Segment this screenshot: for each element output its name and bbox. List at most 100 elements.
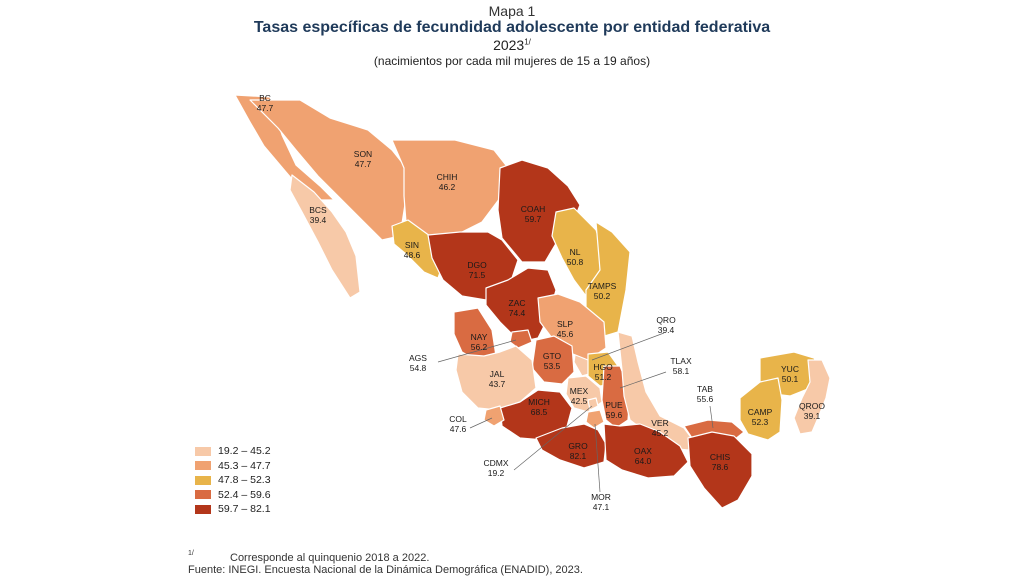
state-value-label: 58.1 <box>673 366 690 376</box>
state-value-label: 82.1 <box>570 451 587 461</box>
legend-swatch <box>195 461 211 471</box>
legend-label: 45.3 – 47.7 <box>218 459 271 472</box>
legend-label: 59.7 – 82.1 <box>218 503 271 516</box>
state-value-label: 64.0 <box>635 456 652 466</box>
state-value-label: 51.2 <box>595 372 612 382</box>
leader-line <box>469 417 493 429</box>
state-value-label: 54.8 <box>410 363 427 373</box>
state-abbr-label: TLAX <box>670 356 692 366</box>
state-mich <box>499 389 573 441</box>
state-value-label: 56.2 <box>471 342 488 352</box>
leader-line <box>437 339 517 363</box>
leader-line <box>591 332 665 361</box>
state-value-label: 39.4 <box>658 325 675 335</box>
state-abbr-label: QROO <box>799 401 825 411</box>
state-abbr-label: JAL <box>490 369 505 379</box>
state-value-label: 19.2 <box>488 468 505 478</box>
state-abbr-label: DGO <box>467 260 487 270</box>
footnote-text: Corresponde al quinquenio 2018 a 2022. <box>230 552 430 564</box>
state-oax <box>603 423 689 479</box>
state-value-label: 39.1 <box>804 411 821 421</box>
state-value-label: 53.5 <box>544 361 561 371</box>
state-value-label: 50.1 <box>782 374 799 384</box>
state-value-label: 47.1 <box>593 502 610 512</box>
state-abbr-label: BC <box>259 93 271 103</box>
legend-item: 47.8 – 52.3 <box>195 473 271 488</box>
legend-item: 19.2 – 45.2 <box>195 444 271 459</box>
legend-item: 52.4 – 59.6 <box>195 488 271 503</box>
state-abbr-label: NAY <box>471 332 488 342</box>
leader-line <box>709 405 714 429</box>
state-abbr-label: COAH <box>521 204 546 214</box>
leader-line <box>513 405 593 471</box>
state-abbr-label: CHIH <box>437 172 458 182</box>
state-value-label: 39.4 <box>310 215 327 225</box>
state-value-label: 47.6 <box>450 424 467 434</box>
legend-label: 47.8 – 52.3 <box>218 474 271 487</box>
state-abbr-label: TAB <box>697 384 713 394</box>
state-value-label: 42.5 <box>571 396 588 406</box>
state-gro <box>535 423 607 469</box>
state-jal <box>455 345 537 411</box>
legend-swatch <box>195 475 211 485</box>
state-abbr-label: YUC <box>781 364 799 374</box>
map-legend: 19.2 – 45.2 45.3 – 47.7 47.8 – 52.3 52.4 – … <box>195 444 271 517</box>
state-abbr-label: NL <box>570 247 581 257</box>
map-kicker: Mapa 1 <box>488 3 536 19</box>
map-year: 20231/ <box>0 37 1024 53</box>
state-qroo <box>793 359 831 435</box>
footnote-marker: 1/ <box>188 550 194 557</box>
state-abbr-label: AGS <box>409 353 427 363</box>
state-abbr-label: HGO <box>593 362 613 372</box>
state-abbr-label: BCS <box>309 205 327 215</box>
state-value-label: 68.5 <box>531 407 548 417</box>
state-bcs <box>289 174 361 299</box>
year-value: 2023 <box>493 37 525 53</box>
legend-swatch <box>195 446 211 456</box>
legend-swatch <box>195 490 211 500</box>
state-abbr-label: CHIS <box>710 452 731 462</box>
state-abbr-label: COL <box>449 414 467 424</box>
state-abbr-label: CDMX <box>483 458 508 468</box>
map-title: Tasas específicas de fecundidad adolesce… <box>253 19 771 36</box>
legend-label: 52.4 – 59.6 <box>218 488 271 501</box>
state-camp <box>739 377 783 441</box>
state-abbr-label: GTO <box>543 351 562 361</box>
state-value-label: 48.6 <box>404 250 421 260</box>
state-value-label: 71.5 <box>469 270 486 280</box>
state-abbr-label: GRO <box>568 441 588 451</box>
legend-swatch <box>195 504 211 514</box>
state-abbr-label: TAMPS <box>588 281 617 291</box>
state-mor <box>585 409 605 429</box>
state-abbr-label: SIN <box>405 240 419 250</box>
leader-line <box>619 371 667 389</box>
state-value-label: 45.2 <box>652 428 669 438</box>
state-abbr-label: SON <box>354 149 372 159</box>
state-abbr-label: OAX <box>634 446 652 456</box>
state-abbr-label: VER <box>651 418 668 428</box>
state-abbr-label: ZAC <box>509 298 526 308</box>
state-value-label: 55.6 <box>697 394 714 404</box>
state-sin <box>391 219 446 279</box>
year-note: 1/ <box>524 37 531 47</box>
state-value-label: 50.8 <box>567 257 584 267</box>
map-units: (nacimientos por cada mil mujeres de 15 … <box>373 54 651 68</box>
state-abbr-label: MOR <box>591 492 611 502</box>
state-ags <box>509 329 533 349</box>
legend-item: 45.3 – 47.7 <box>195 459 271 474</box>
state-value-label: 52.3 <box>752 417 769 427</box>
state-value-label: 46.2 <box>439 182 456 192</box>
state-tamps <box>585 221 631 339</box>
state-value-label: 78.6 <box>712 462 729 472</box>
state-value-label: 45.6 <box>557 329 574 339</box>
state-abbr-label: CAMP <box>748 407 773 417</box>
source-text: Fuente: INEGI. Encuesta Nacional de la D… <box>188 564 583 576</box>
state-abbr-label: SLP <box>557 319 573 329</box>
leader-line <box>594 423 601 493</box>
state-value-label: 59.7 <box>525 214 542 224</box>
legend-item: 59.7 – 82.1 <box>195 502 271 517</box>
state-abbr-label: MICH <box>528 397 550 407</box>
state-value-label: 43.7 <box>489 379 506 389</box>
legend-label: 19.2 – 45.2 <box>218 445 271 458</box>
